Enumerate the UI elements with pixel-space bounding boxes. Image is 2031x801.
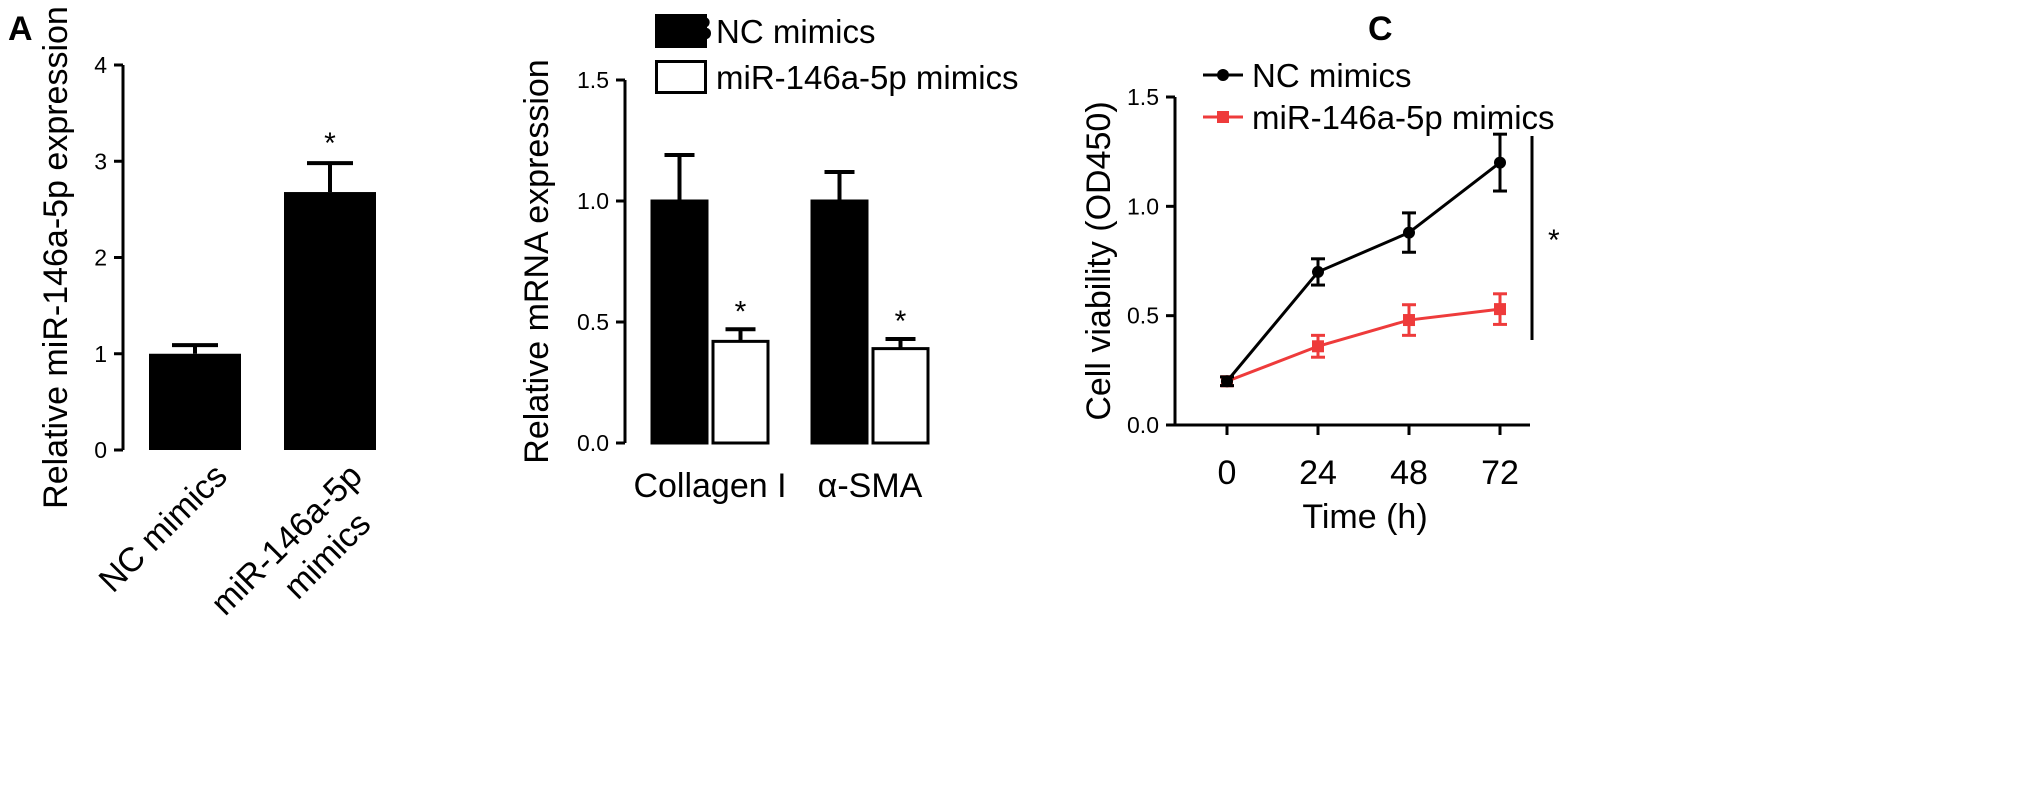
panel-a-chart: 0 1 2 3 4 Relative miR-146a-5p expression NC m… — [37, 6, 398, 651]
x-tick-label: 24 — [1299, 454, 1337, 492]
panel-c-chart: 0.0 0.5 1.0 1.5 0 24 48 72 Time (h) Cell viabilit… — [1080, 57, 1560, 536]
y-tick-label: 1.5 — [577, 67, 609, 93]
series-line-nc — [1225, 161, 1501, 383]
bar — [284, 192, 376, 451]
legend-label: miR-146a-5p mimics — [716, 59, 1019, 96]
significance-marker: * — [895, 305, 907, 338]
nc-point — [1494, 156, 1506, 169]
legend-label: NC mimics — [1252, 57, 1411, 94]
legend-marker-mir — [1217, 111, 1229, 123]
panel-c-label: C — [1368, 10, 1393, 48]
significance-marker: * — [324, 127, 336, 160]
x-tick-label: miR-146a-5pmimics — [204, 457, 398, 651]
bar — [149, 353, 241, 450]
series-line-mir — [1226, 307, 1501, 383]
nc-point — [1221, 375, 1233, 388]
mir-point — [1403, 314, 1415, 327]
legend-swatch — [655, 14, 707, 48]
y-tick-label: 1.0 — [577, 188, 609, 214]
x-tick-label: 72 — [1481, 454, 1519, 492]
bar-nc — [810, 199, 869, 445]
y-tick-label: 0.5 — [577, 309, 609, 335]
legend-swatch — [655, 60, 707, 94]
significance-marker: * — [1548, 224, 1560, 257]
significance-marker: * — [735, 295, 747, 328]
y-axis-title: Relative miR-146a-5p expression — [37, 6, 75, 509]
x-tick-label: 0 — [1218, 454, 1237, 492]
nc-point — [1312, 265, 1324, 278]
nc-point — [1403, 226, 1415, 239]
y-tick-label: 2 — [94, 245, 107, 271]
legend-marker-nc — [1217, 69, 1229, 81]
x-tick-label: α-SMA — [818, 467, 923, 505]
bar-nc — [650, 199, 709, 445]
mir-point — [1312, 340, 1324, 353]
x-tick-label: NC mimics — [92, 457, 235, 600]
y-tick-label: 0.5 — [1127, 303, 1159, 329]
y-tick-label: 4 — [94, 52, 107, 78]
y-tick-label: 1.5 — [1127, 84, 1159, 110]
x-tick-label: 48 — [1390, 454, 1428, 492]
y-tick-label: 1.0 — [1127, 193, 1159, 219]
y-axis-title: Relative mRNA expression — [518, 59, 556, 463]
y-tick-label: 0 — [94, 437, 107, 463]
x-axis-title: Time (h) — [1302, 498, 1427, 536]
x-tick-label-line: NC mimics — [92, 457, 235, 600]
x-tick-label: Collagen I — [633, 467, 786, 505]
y-tick-label: 1 — [94, 341, 107, 367]
mir-point — [1494, 303, 1506, 316]
y-axis-title: Cell viability (OD450) — [1080, 101, 1118, 420]
panel-a-label: A — [8, 10, 33, 48]
legend-label: NC mimics — [716, 13, 875, 50]
panel-b-chart: 0.0 0.5 1.0 1.5 Relative mRNA expression * Col… — [518, 13, 1019, 505]
y-tick-label: 0.0 — [1127, 412, 1159, 438]
legend-label: miR-146a-5p mimics — [1252, 99, 1555, 136]
bar-mir — [711, 339, 770, 445]
y-tick-label: 3 — [94, 148, 107, 174]
y-tick-label: 0.0 — [577, 430, 609, 456]
bar-mir — [871, 347, 930, 445]
